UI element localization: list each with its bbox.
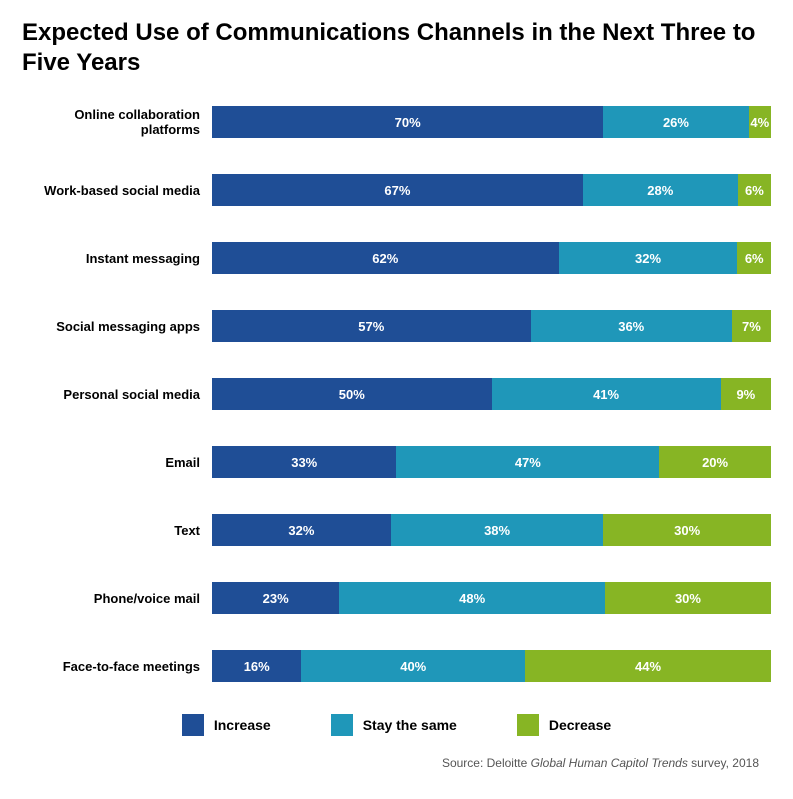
legend-swatch: [517, 714, 539, 736]
legend-label: Decrease: [549, 717, 611, 733]
bar: 67%28%6%: [212, 174, 771, 206]
bar-row: Text32%38%30%: [22, 514, 771, 546]
legend: Increase Stay the same Decrease: [22, 714, 771, 736]
bar-segment-increase: 70%: [212, 106, 603, 138]
bar-segment-decrease: 44%: [525, 650, 771, 682]
legend-swatch: [331, 714, 353, 736]
bar-segment-decrease: 20%: [659, 446, 771, 478]
bar-segment-same: 26%: [603, 106, 748, 138]
legend-item-increase: Increase: [182, 714, 271, 736]
row-label: Work-based social media: [22, 183, 212, 198]
bar-segment-same: 48%: [339, 582, 605, 614]
bar-row: Email33%47%20%: [22, 446, 771, 478]
bar-row: Work-based social media67%28%6%: [22, 174, 771, 206]
bar: 50%41%9%: [212, 378, 771, 410]
bar-segment-increase: 50%: [212, 378, 492, 410]
source-italic: Global Human Capitol Trends: [531, 756, 688, 770]
bar-row: Face-to-face meetings16%40%44%: [22, 650, 771, 682]
bar-segment-same: 28%: [583, 174, 738, 206]
chart: Online collaboration platforms70%26%4% Wo…: [22, 106, 771, 682]
bar: 16%40%44%: [212, 650, 771, 682]
row-label: Social messaging apps: [22, 319, 212, 334]
source-suffix: survey, 2018: [688, 756, 759, 770]
bar-segment-same: 36%: [531, 310, 732, 342]
bar-segment-decrease: 30%: [605, 582, 771, 614]
bar: 62%32%6%: [212, 242, 771, 274]
bar-segment-same: 47%: [396, 446, 659, 478]
legend-label: Increase: [214, 717, 271, 733]
bar: 23%48%30%: [212, 582, 771, 614]
bar-segment-same: 40%: [301, 650, 525, 682]
bar-segment-decrease: 30%: [603, 514, 771, 546]
bar-segment-increase: 57%: [212, 310, 531, 342]
row-label: Personal social media: [22, 387, 212, 402]
bar-segment-decrease: 4%: [749, 106, 771, 138]
row-label: Instant messaging: [22, 251, 212, 266]
bar: 57%36%7%: [212, 310, 771, 342]
bar-segment-same: 32%: [559, 242, 738, 274]
bar-row: Online collaboration platforms70%26%4%: [22, 106, 771, 138]
bar: 32%38%30%: [212, 514, 771, 546]
legend-swatch: [182, 714, 204, 736]
bar-segment-increase: 16%: [212, 650, 301, 682]
bar-segment-decrease: 6%: [738, 174, 771, 206]
legend-item-same: Stay the same: [331, 714, 457, 736]
bar-segment-increase: 32%: [212, 514, 391, 546]
bar-row: Personal social media50%41%9%: [22, 378, 771, 410]
bar: 33%47%20%: [212, 446, 771, 478]
row-label: Face-to-face meetings: [22, 659, 212, 674]
bar-segment-decrease: 6%: [737, 242, 771, 274]
bar-segment-increase: 62%: [212, 242, 559, 274]
bar-row: Social messaging apps57%36%7%: [22, 310, 771, 342]
row-label: Email: [22, 455, 212, 470]
legend-item-decrease: Decrease: [517, 714, 611, 736]
source-caption: Source: Deloitte Global Human Capitol Tr…: [22, 756, 771, 770]
source-prefix: Source: Deloitte: [442, 756, 531, 770]
bar-segment-decrease: 7%: [732, 310, 771, 342]
legend-label: Stay the same: [363, 717, 457, 733]
bar-segment-same: 41%: [492, 378, 721, 410]
bar-row: Instant messaging62%32%6%: [22, 242, 771, 274]
row-label: Text: [22, 523, 212, 538]
bar: 70%26%4%: [212, 106, 771, 138]
bar-row: Phone/voice mail23%48%30%: [22, 582, 771, 614]
bar-segment-decrease: 9%: [721, 378, 771, 410]
bar-segment-increase: 23%: [212, 582, 339, 614]
row-label: Phone/voice mail: [22, 591, 212, 606]
bar-segment-same: 38%: [391, 514, 603, 546]
row-label: Online collaboration platforms: [22, 107, 212, 137]
bar-segment-increase: 67%: [212, 174, 583, 206]
bar-segment-increase: 33%: [212, 446, 396, 478]
chart-title: Expected Use of Communications Channels …: [22, 18, 762, 78]
